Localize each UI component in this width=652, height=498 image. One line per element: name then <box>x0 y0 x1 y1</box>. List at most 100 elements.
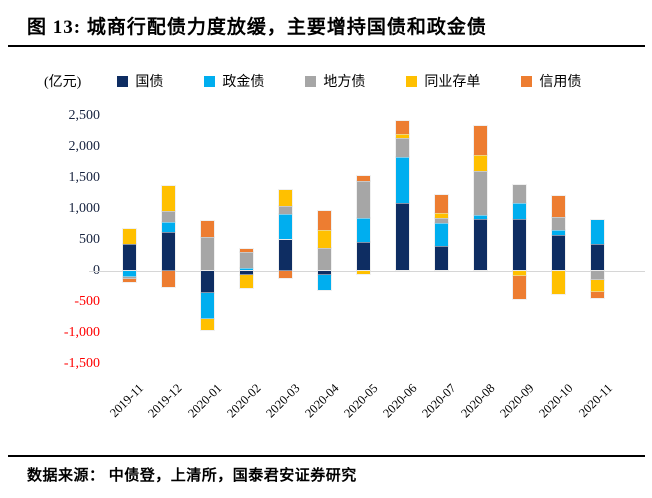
bar-segment <box>121 269 137 278</box>
bar-segment <box>395 136 411 159</box>
bar-segment <box>395 156 411 204</box>
legend-item: 同业存单 <box>406 71 480 91</box>
x-axis-tick-label: 2020-05 <box>341 381 381 421</box>
title-divider <box>8 45 645 47</box>
bar-segment <box>160 230 176 272</box>
bar-segment <box>473 213 489 220</box>
x-axis-tick-label: 2020-01 <box>184 381 225 421</box>
bar-segment <box>590 269 606 281</box>
bar-segment <box>121 275 137 281</box>
chart-legend: (亿元) 国债 政金债 地方债 同业存单 信用债 <box>44 71 622 91</box>
bar-segment <box>238 250 254 269</box>
y-axis-tick-label: 2,000 <box>68 138 101 154</box>
bar-segment <box>121 243 137 272</box>
y-axis-tick-label: -500 <box>74 293 100 309</box>
bar-segment <box>434 222 450 248</box>
y-axis-tick-label: 1,500 <box>68 169 101 185</box>
bar-segment <box>199 291 215 320</box>
bar-segment <box>590 218 606 245</box>
bar-segment <box>473 170 489 216</box>
legend-item: 地方债 <box>305 71 365 91</box>
y-axis-tick-label: 2,500 <box>68 107 101 123</box>
bar-segment <box>551 269 567 295</box>
y-axis-tick-label: 0 <box>28 263 100 279</box>
legend-swatch-icon <box>204 75 216 87</box>
x-axis-tick-label: 2020-02 <box>223 381 264 421</box>
bar-segment <box>434 194 450 214</box>
bar-segment <box>238 266 254 272</box>
bar-segment <box>473 217 489 272</box>
figure-header: 图 13: 城商行配债力度放缓，主要增持国债和政金债 <box>0 0 652 47</box>
bar-segment <box>512 184 528 204</box>
y-axis-unit-label: (亿元) <box>44 75 82 90</box>
legend-swatch-icon <box>521 75 533 87</box>
legend-label: 政金债 <box>222 75 265 90</box>
bar-segment <box>160 185 176 213</box>
x-axis-tick-label: 2020-11 <box>575 381 615 421</box>
bar-segment <box>473 125 489 156</box>
bar-segment <box>355 269 371 275</box>
bar-segment <box>199 269 215 294</box>
bar-segment <box>355 240 371 272</box>
legend-swatch-icon <box>406 75 418 87</box>
bar-segment <box>590 291 606 299</box>
bar-segment <box>121 228 137 246</box>
legend-label: 地方债 <box>323 75 366 90</box>
bar-segment <box>277 204 293 216</box>
bar-segment <box>160 220 176 233</box>
bar-segment <box>512 275 528 300</box>
bar-segment <box>395 201 411 272</box>
bar-segment <box>277 213 293 241</box>
bar-segment <box>316 246 332 272</box>
legend-item: 国债 <box>117 71 163 91</box>
bar-segment <box>590 242 606 272</box>
bar-segment <box>434 211 450 220</box>
x-axis-tick-label: 2020-07 <box>419 381 459 421</box>
x-axis-tick-label: 2020-04 <box>301 381 342 421</box>
bar-segment <box>551 215 567 231</box>
bar-segment <box>277 269 293 280</box>
bar-segment <box>551 233 567 272</box>
bar-segment <box>121 277 137 283</box>
bar-segment <box>473 153 489 173</box>
x-axis-tick-label: 2020-06 <box>380 381 420 421</box>
legend-label: 同业存单 <box>424 75 481 90</box>
bar-segment <box>160 210 176 223</box>
bar-segment <box>395 120 411 135</box>
footer-divider <box>8 455 645 457</box>
bar-segment <box>277 188 293 207</box>
legend-label: 国债 <box>135 75 164 90</box>
y-axis-tick-label: -1,500 <box>63 355 100 371</box>
bar-segment <box>238 269 254 277</box>
bar-segment <box>551 228 567 236</box>
bar-segment <box>551 195 567 218</box>
x-axis-tick-label: 2020-10 <box>536 381 576 421</box>
bar-segment <box>199 317 215 332</box>
bar-segment <box>355 216 371 243</box>
bar-segment <box>434 217 450 224</box>
legend-swatch-icon <box>305 75 317 87</box>
bar-segment <box>512 269 528 278</box>
bar-segment <box>316 269 332 277</box>
bar-segment <box>512 217 528 272</box>
y-axis-tick-label: -1,000 <box>63 324 100 340</box>
x-axis-tick-label: 2019-12 <box>145 381 185 421</box>
bar-segment <box>590 278 606 294</box>
data-source: 数据来源： 中债登，上清所，国泰君安证券研究 <box>27 468 357 484</box>
figure-title: 图 13: 城商行配债力度放缓，主要增持国债和政金债 <box>27 17 487 38</box>
bar-segment <box>316 209 332 231</box>
bar-segment <box>160 269 176 288</box>
bar-segment <box>199 219 215 238</box>
bar-segment <box>316 228 332 249</box>
legend-label: 信用债 <box>539 75 582 90</box>
x-axis-tick-label: 2020-08 <box>458 381 498 421</box>
bar-segment <box>395 132 411 139</box>
bar-segment <box>512 201 528 220</box>
bar-segment <box>238 274 254 289</box>
bar-segment <box>355 179 371 219</box>
bar-segment <box>316 274 332 292</box>
x-axis-tick-label: 2020-09 <box>497 381 537 421</box>
legend-item: 政金债 <box>204 71 264 91</box>
y-axis-tick-label: 1,000 <box>68 200 101 216</box>
